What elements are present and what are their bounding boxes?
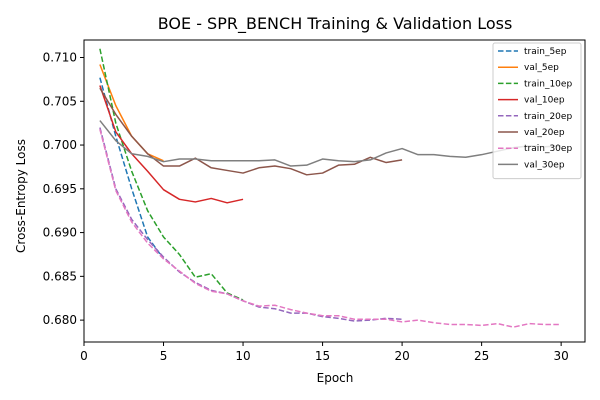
legend-label: train_30ep	[524, 144, 572, 154]
y-tick-label: 0.700	[43, 138, 77, 152]
series-layer	[99, 48, 562, 328]
legend-label: train_20ep	[524, 112, 572, 122]
x-tick-label: 10	[235, 349, 250, 363]
y-tick-label: 0.710	[43, 51, 77, 65]
legend-label: val_30ep	[524, 160, 565, 170]
legend-label: val_20ep	[524, 128, 565, 138]
x-tick-label: 5	[160, 349, 168, 363]
y-axis-label: Cross-Entropy Loss	[14, 139, 28, 253]
series-line-val-10ep	[99, 85, 244, 204]
x-tick-label: 30	[554, 349, 569, 363]
legend-box	[492, 42, 582, 180]
legend: train_5ep val_5ep train_10ep val_10ep train_…	[492, 42, 582, 180]
y-tick-label: 0.695	[43, 182, 77, 196]
y-tick-label: 0.680	[43, 313, 77, 327]
chart-title: BOE - SPR_BENCH Training & Validation Lo…	[158, 14, 513, 34]
y-tick-label: 0.685	[43, 269, 77, 283]
x-tick-label: 0	[80, 349, 88, 363]
ticks-layer: 0 5 10 15 20 25 30 0.680 0.685 0.690 0.695 0.700 0.7…	[43, 51, 569, 363]
legend-label: train_5ep	[524, 47, 567, 57]
x-tick-label: 20	[394, 349, 409, 363]
legend-label: val_10ep	[524, 96, 565, 106]
y-tick-label: 0.705	[43, 94, 77, 108]
x-axis-label: Epoch	[317, 371, 354, 385]
x-tick-label: 25	[474, 349, 489, 363]
y-tick-label: 0.690	[43, 226, 77, 240]
series-line-val-20ep	[99, 87, 403, 176]
legend-label: val_5ep	[524, 63, 559, 73]
legend-label: train_10ep	[524, 79, 572, 89]
plot-frame	[83, 39, 586, 343]
series-line-val-30ep	[99, 120, 562, 167]
series-line-train-10ep	[99, 48, 244, 301]
x-tick-label: 15	[315, 349, 330, 363]
series-line-train-30ep	[99, 129, 562, 328]
